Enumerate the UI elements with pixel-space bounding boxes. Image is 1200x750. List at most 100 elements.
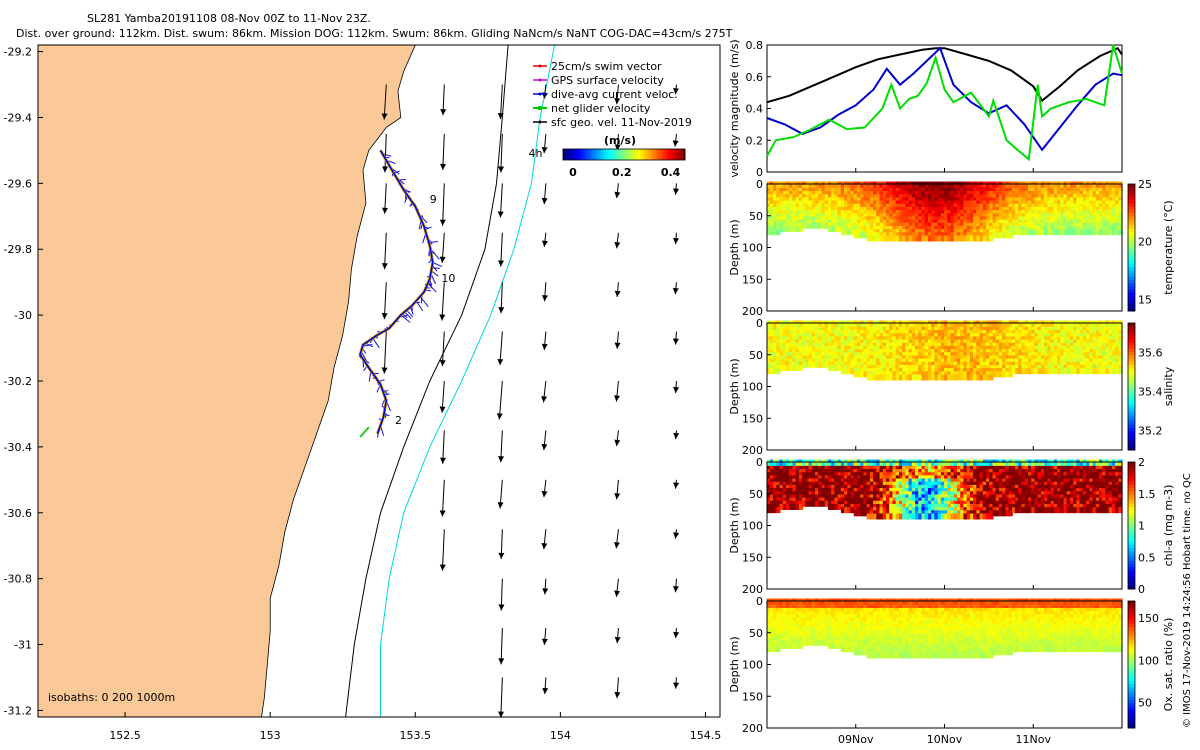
profile-point [1060, 191, 1065, 198]
profile-point [789, 210, 794, 217]
profile-point [1076, 219, 1081, 226]
profile-point [856, 222, 862, 229]
profile-point [798, 330, 804, 337]
profile-point [766, 349, 771, 356]
profile-point [1044, 219, 1049, 226]
profile-point [821, 206, 826, 213]
profile-point [986, 216, 991, 223]
profile-point [821, 200, 826, 207]
colorbar-cell [1128, 276, 1135, 280]
profile-point [927, 197, 933, 204]
profile-point [773, 200, 778, 207]
profile-point [840, 187, 846, 194]
profile-point [957, 197, 962, 204]
profile-point [950, 184, 955, 191]
profile-point [1082, 219, 1088, 226]
profile-point [1037, 219, 1042, 226]
profile-point [992, 229, 997, 236]
profile-point [937, 222, 942, 229]
profile-point [782, 225, 787, 232]
profile-point [837, 210, 842, 217]
profile-point [779, 349, 784, 356]
profile-point [1073, 222, 1078, 229]
profile-point [960, 225, 965, 232]
profile-point [824, 222, 829, 229]
profile-point [995, 191, 1000, 198]
profile-point [911, 229, 917, 236]
profile-point [1031, 191, 1036, 198]
colorbar-cell [630, 149, 633, 160]
profile-point [882, 232, 887, 239]
profile-point [1057, 225, 1062, 232]
colorbar-cell [1128, 231, 1135, 236]
profile-point [1076, 194, 1081, 201]
profile-point [824, 187, 829, 194]
colorbar-cell [1128, 361, 1135, 365]
velocity-arrow-head [497, 502, 504, 509]
profile-point [792, 206, 797, 213]
profile-point [921, 219, 926, 226]
profile-point [992, 216, 997, 223]
profile-point [869, 200, 875, 207]
profile-point [876, 187, 881, 194]
profile-point [1099, 187, 1104, 194]
colorbar-cell [579, 149, 582, 160]
profile-point [1040, 216, 1046, 223]
profile-point [889, 232, 894, 239]
profile-point [1028, 187, 1033, 194]
y-tick-label: 200 [742, 305, 763, 318]
profile-point [876, 206, 881, 213]
profile-point [1079, 216, 1084, 223]
profile-point [853, 194, 858, 201]
profile-point [927, 187, 933, 194]
velocity-arrow-head [614, 439, 621, 446]
profile-point [957, 210, 962, 217]
profile-point [769, 339, 775, 346]
profile-point [837, 213, 842, 220]
profile-point [911, 213, 917, 220]
profile-point [1021, 187, 1026, 194]
profile-point [769, 216, 775, 223]
profile-point [769, 222, 775, 229]
colorbar-cell [601, 149, 605, 160]
profile-point [908, 210, 913, 217]
x-tick-label: 153.5 [400, 729, 432, 742]
profile-point [921, 216, 926, 223]
profile-point [911, 219, 917, 226]
profile-point [1011, 194, 1017, 201]
profile-point [798, 333, 804, 340]
profile-point [827, 187, 833, 194]
colorbar-tick: 0.2 [612, 166, 632, 179]
profile-point [886, 213, 891, 220]
profile-point [947, 203, 952, 210]
profile-point [766, 345, 771, 352]
velocity-arrow [498, 380, 503, 420]
profile-point [1066, 203, 1071, 210]
profile-point [979, 200, 984, 207]
profile-point [998, 203, 1004, 210]
colorbar-tick: 35.4 [1138, 385, 1163, 398]
profile-point [808, 352, 813, 359]
profile-point [915, 229, 920, 236]
profile-point [989, 232, 994, 239]
profile-point [789, 194, 794, 201]
profile-point [1063, 206, 1068, 213]
profile-point [1037, 197, 1042, 204]
colorbar-cell [565, 149, 568, 160]
profile-point [1086, 219, 1091, 226]
profile-point [1047, 184, 1052, 191]
profile-point [1111, 187, 1117, 194]
profile-point [905, 232, 910, 239]
profile-point [1102, 213, 1107, 220]
profile-point [808, 345, 813, 352]
profile-point [944, 203, 949, 210]
profile-point [818, 184, 823, 191]
profile-point [869, 235, 875, 242]
profile-point [1002, 225, 1007, 232]
profile-point [886, 191, 891, 198]
profile-point [982, 216, 988, 223]
profile-point [879, 191, 884, 198]
profile-point [782, 333, 787, 340]
colorbar-cell [1128, 367, 1135, 372]
profile-point [853, 200, 858, 207]
